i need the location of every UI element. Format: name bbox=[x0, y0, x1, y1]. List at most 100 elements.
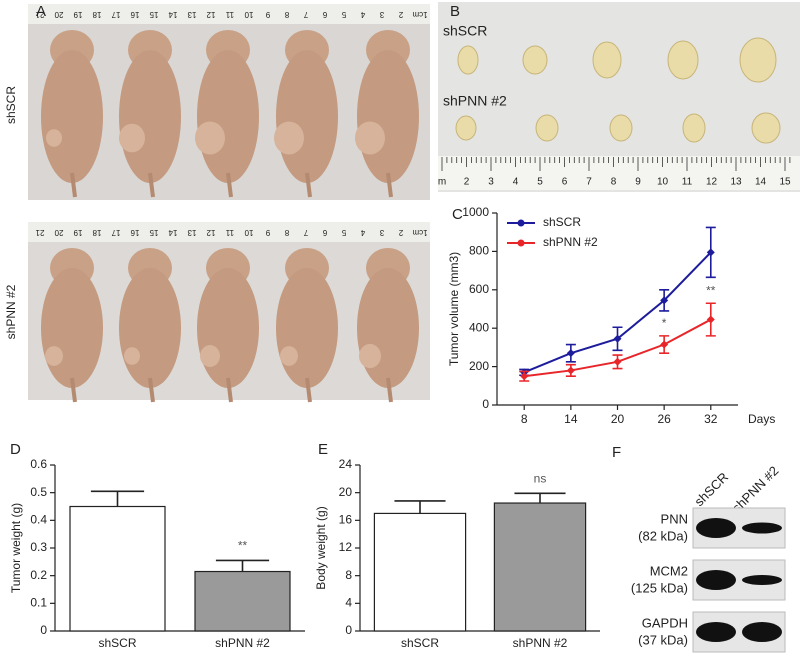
tumor bbox=[124, 347, 140, 365]
data-point bbox=[706, 248, 715, 257]
y-tick-label: 200 bbox=[469, 359, 489, 373]
tumor bbox=[359, 343, 381, 369]
ruler-label: 3 bbox=[488, 177, 494, 188]
ruler-label: 14 bbox=[168, 10, 177, 19]
data-point bbox=[660, 340, 669, 349]
ruler-label: 2 bbox=[464, 177, 470, 188]
ruler-label: 16 bbox=[130, 228, 139, 237]
ruler-label: m bbox=[438, 177, 446, 188]
row-label: MCM2 bbox=[650, 563, 688, 578]
row-label: shPNN #2 bbox=[443, 93, 507, 109]
tumor bbox=[45, 346, 63, 366]
y-tick-label: 0.4 bbox=[30, 513, 47, 527]
ruler-label: 14 bbox=[755, 177, 767, 188]
ruler-label: 20 bbox=[54, 10, 63, 19]
tumor bbox=[46, 129, 62, 147]
y-axis-label: Tumor volume (mm3) bbox=[447, 252, 461, 366]
ruler-label: 2 bbox=[398, 10, 403, 19]
mouse-tail bbox=[386, 377, 393, 403]
y-tick-label: 0.6 bbox=[30, 457, 47, 471]
ruler-label: 15 bbox=[779, 177, 791, 188]
annotation: ns bbox=[534, 472, 547, 486]
mouse-body bbox=[276, 268, 338, 388]
panel-letter: F bbox=[612, 444, 621, 461]
ruler-label: 21 bbox=[35, 228, 44, 237]
ruler-label: 17 bbox=[111, 228, 120, 237]
ruler-label: 13 bbox=[730, 177, 742, 188]
ruler-label: 19 bbox=[73, 10, 82, 19]
ruler-label: 11 bbox=[682, 177, 693, 188]
x-tick-label: 26 bbox=[657, 412, 671, 426]
column-label: shSCR bbox=[691, 469, 731, 509]
data-point bbox=[706, 315, 715, 324]
ruler-label: 6 bbox=[562, 177, 568, 188]
legend-marker bbox=[517, 239, 525, 247]
ruler-label: 18 bbox=[92, 228, 101, 237]
x-tick-label: shPNN #2 bbox=[513, 636, 568, 650]
blot-band bbox=[696, 518, 736, 538]
y-tick-label: 20 bbox=[339, 485, 353, 499]
x-tick-label: 20 bbox=[611, 412, 625, 426]
mouse-body bbox=[357, 268, 419, 388]
tumor bbox=[667, 40, 699, 80]
tumor bbox=[457, 45, 479, 75]
y-tick-label: 4 bbox=[345, 596, 352, 610]
error-bar bbox=[90, 490, 145, 507]
ruler-label: 4 bbox=[360, 10, 365, 19]
ruler-label: 10 bbox=[244, 10, 253, 19]
tumor bbox=[739, 37, 777, 83]
ruler-label: 5 bbox=[341, 228, 346, 237]
y-tick-label: 0.1 bbox=[30, 596, 47, 610]
ruler-label: 10 bbox=[244, 228, 253, 237]
tumor bbox=[355, 121, 385, 155]
y-tick-label: 0 bbox=[40, 623, 47, 637]
tumor bbox=[751, 112, 781, 144]
ruler-label: 7 bbox=[303, 228, 308, 237]
row-label: GAPDH bbox=[642, 615, 688, 630]
ruler-label: 19 bbox=[73, 228, 82, 237]
error-bar bbox=[514, 492, 566, 504]
y-tick-label: 1000 bbox=[462, 205, 489, 219]
tumor bbox=[200, 345, 220, 367]
ruler-label: 1cm bbox=[412, 228, 427, 237]
ruler-label: 13 bbox=[187, 228, 196, 237]
annotation: ** bbox=[238, 539, 248, 553]
mouse-tail bbox=[148, 377, 155, 403]
ruler-label: 18 bbox=[92, 10, 101, 19]
blot-band bbox=[696, 622, 736, 642]
ruler-label: 6 bbox=[322, 10, 327, 19]
tumor bbox=[195, 121, 225, 155]
y-tick-label: 24 bbox=[339, 457, 353, 471]
panel-letter: D bbox=[10, 441, 21, 458]
ruler-label: 20 bbox=[54, 228, 63, 237]
mouse-tail bbox=[148, 172, 155, 198]
ruler-label: 8 bbox=[284, 10, 289, 19]
ruler-label: 11 bbox=[225, 10, 234, 19]
ruler-label: 11 bbox=[225, 228, 234, 237]
error-bar bbox=[215, 559, 270, 572]
mouse-tail bbox=[305, 377, 312, 403]
mouse-body bbox=[119, 50, 181, 183]
mouse-tail bbox=[70, 377, 77, 403]
legend-label: shSCR bbox=[543, 215, 581, 229]
row-label: (82 kDa) bbox=[638, 528, 688, 543]
ruler-label: 8 bbox=[611, 177, 617, 188]
y-tick-label: 600 bbox=[469, 282, 489, 296]
data-point bbox=[520, 372, 529, 381]
x-tick-label: 32 bbox=[704, 412, 718, 426]
tumor bbox=[535, 114, 559, 142]
ruler-label: 12 bbox=[206, 228, 215, 237]
blot-band bbox=[742, 622, 782, 642]
y-tick-label: 12 bbox=[339, 540, 353, 554]
y-tick-label: 800 bbox=[469, 244, 489, 258]
row-label: shPNN #2 bbox=[4, 284, 18, 339]
mouse-tail bbox=[70, 172, 77, 198]
ruler-label: 7 bbox=[586, 177, 592, 188]
ruler-label: 15 bbox=[149, 228, 158, 237]
annotation: * bbox=[662, 316, 667, 330]
y-tick-label: 0 bbox=[482, 397, 489, 411]
ruler-label: 17 bbox=[111, 10, 120, 19]
ruler-label: 9 bbox=[265, 10, 270, 19]
mouse-tail bbox=[305, 172, 312, 198]
mouse-body bbox=[41, 268, 103, 388]
